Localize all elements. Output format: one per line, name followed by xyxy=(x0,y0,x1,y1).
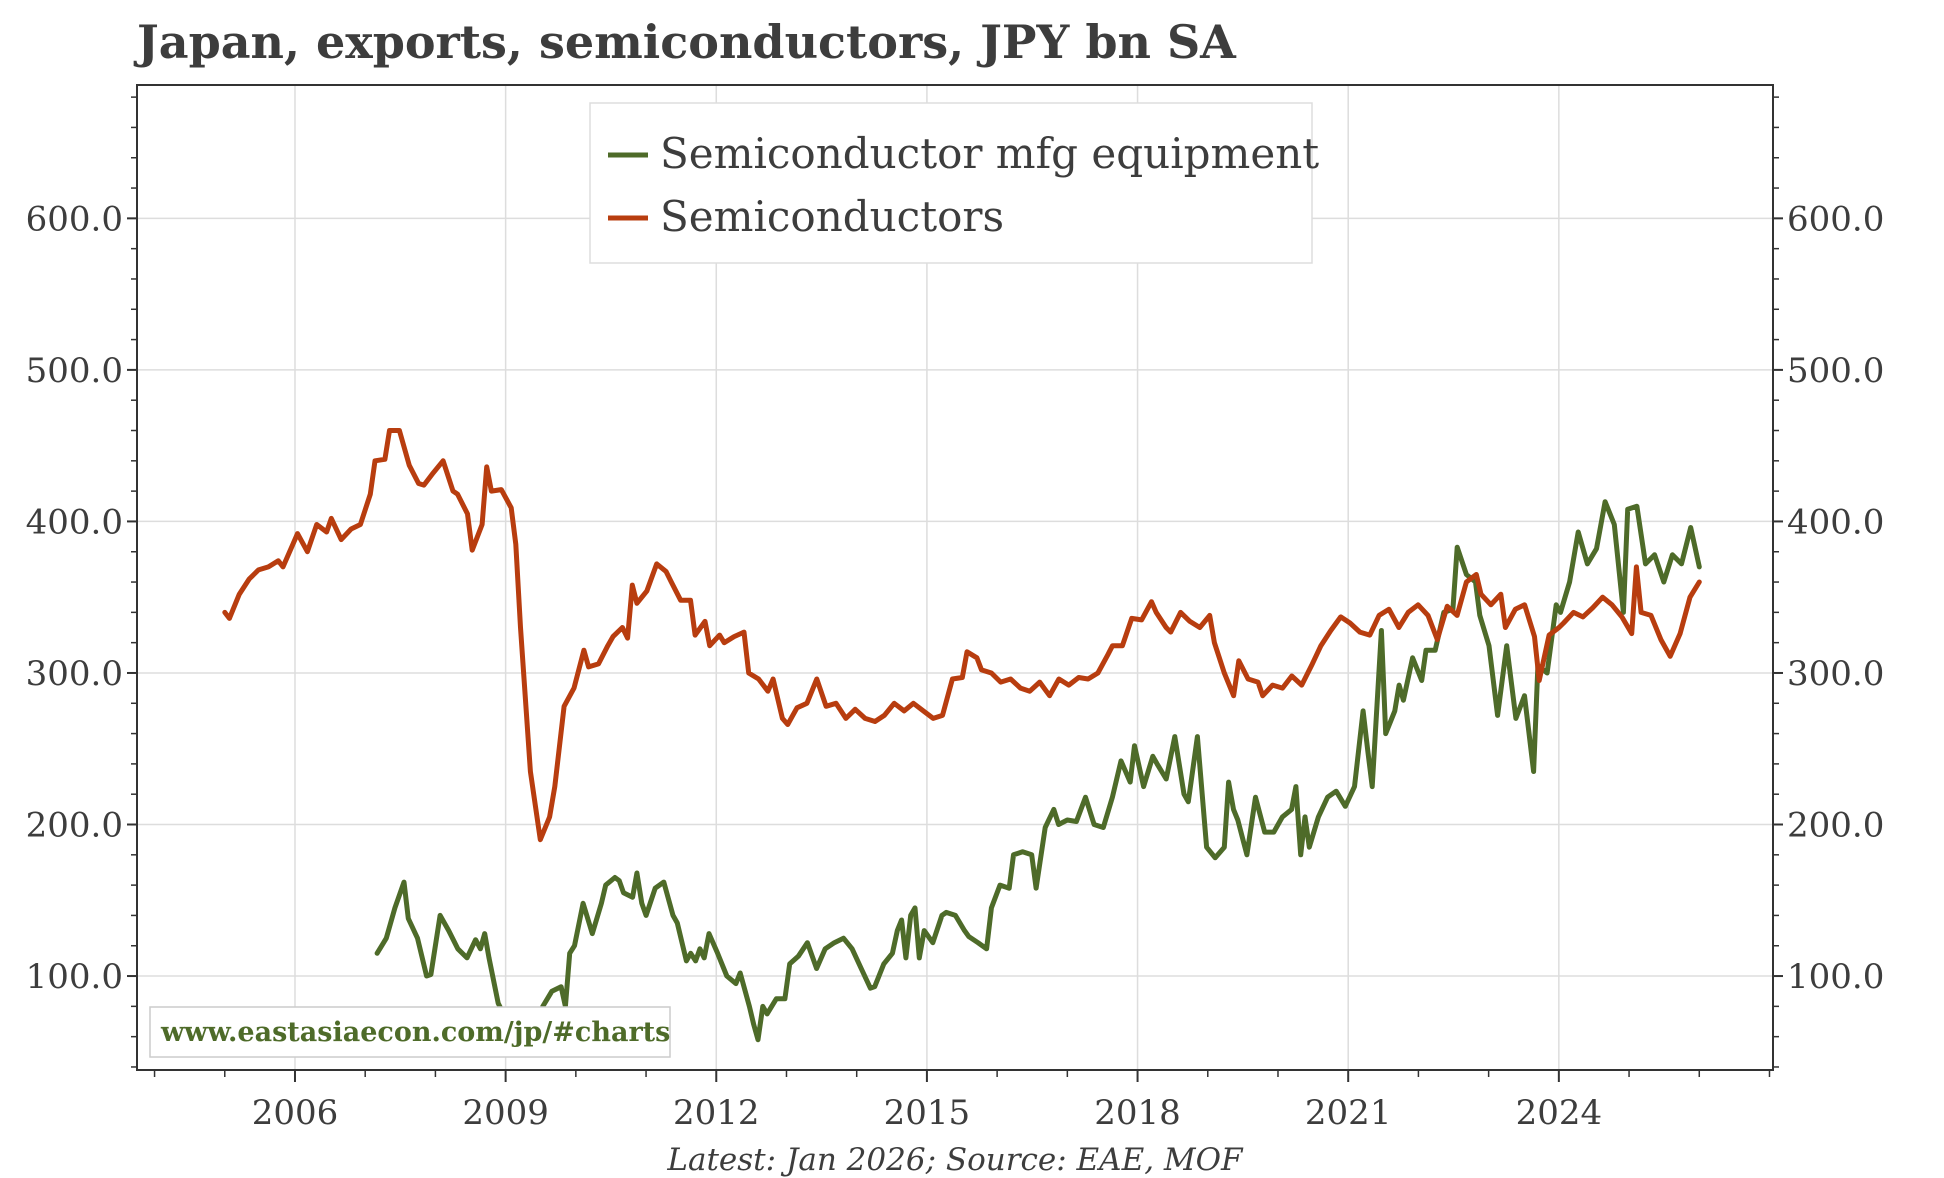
x-tick-label: 2012 xyxy=(673,1093,760,1133)
y-tick-label-left: 500.0 xyxy=(26,351,123,391)
watermark-text: www.eastasiaecon.com/jp/#charts xyxy=(160,1017,670,1048)
x-tick-label: 2009 xyxy=(462,1093,549,1133)
legend-label-equipment: Semiconductor mfg equipment xyxy=(660,129,1319,178)
x-tick-label: 2024 xyxy=(1516,1093,1603,1133)
y-tick-label-right: 100.0 xyxy=(1787,957,1884,997)
x-tick-label: 2015 xyxy=(884,1093,971,1133)
legend-box xyxy=(589,102,1313,264)
axes: 100.0 100.0 200.0 200.0 300.0 300.0 400.0 400.0… xyxy=(26,96,1884,1133)
y-tick-label-left: 300.0 xyxy=(26,654,123,694)
y-tick-label-right: 500.0 xyxy=(1787,351,1884,391)
series-group xyxy=(222,428,1702,1055)
legend-label-semiconductors: Semiconductors xyxy=(660,192,1004,241)
plot-frame xyxy=(136,84,1774,1071)
chart-title: Japan, exports, semiconductors, JPY bn S… xyxy=(133,15,1237,69)
y-tick-label-left: 100.0 xyxy=(26,957,123,997)
y-tick-label-right: 600.0 xyxy=(1787,199,1884,239)
y-tick-label-left: 400.0 xyxy=(26,502,123,542)
y-tick-label-right: 400.0 xyxy=(1787,502,1884,542)
x-tick-label: 2021 xyxy=(1305,1093,1392,1133)
series-line-equipment xyxy=(374,499,1702,1055)
series-line-semiconductors xyxy=(222,428,1702,843)
y-tick-label-left: 200.0 xyxy=(26,806,123,846)
y-tick-label-right: 300.0 xyxy=(1787,654,1884,694)
y-tick-label-left: 600.0 xyxy=(26,199,123,239)
y-tick-label-right: 200.0 xyxy=(1787,806,1884,846)
watermark-box: www.eastasiaecon.com/jp/#charts xyxy=(149,1006,671,1058)
x-tick-label: 2006 xyxy=(252,1093,339,1133)
watermark-frame xyxy=(149,1006,671,1058)
source-note: Latest: Jan 2026; Source: EAE, MOF xyxy=(666,1142,1244,1178)
legend: Semiconductor mfg equipment Semiconducto… xyxy=(589,102,1319,264)
x-tick-label: 2018 xyxy=(1094,1093,1181,1133)
